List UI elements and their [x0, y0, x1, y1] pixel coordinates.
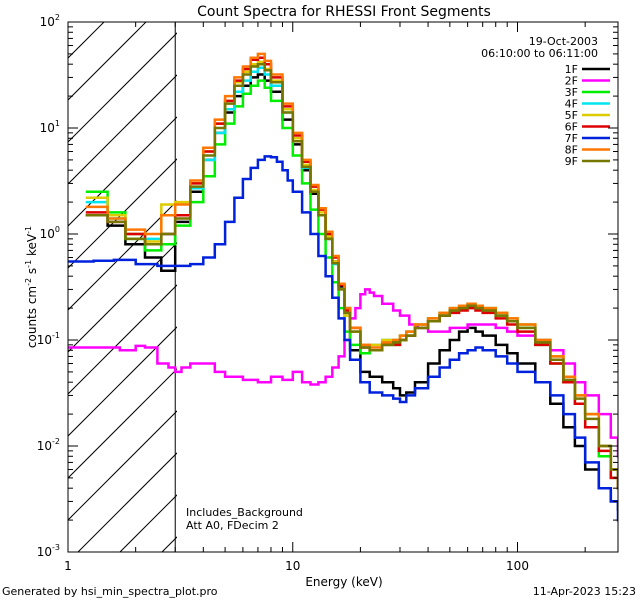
hatch-line	[119, 494, 177, 552]
legend-label-4F: 4F	[565, 98, 578, 111]
series-layer	[68, 52, 618, 522]
plot-frame	[67, 21, 619, 553]
series-line-2F	[68, 288, 618, 458]
hatch-line	[68, 410, 177, 521]
x-axis-label: Energy (keV)	[305, 575, 382, 589]
hatch-line	[68, 22, 105, 59]
x-tick-label: 100	[506, 559, 529, 573]
y-tick-exponent: 0	[55, 225, 60, 234]
y-tick-label: 10-2	[37, 437, 60, 453]
y-label-exp-3: -1	[24, 226, 33, 234]
hatch-line	[68, 284, 177, 395]
hatch-line	[0, 22, 20, 552]
y-label-part-3: keV	[25, 233, 39, 260]
legend-label-7F: 7F	[565, 132, 578, 145]
hatch-line	[414, 22, 640, 552]
hatch-line	[68, 242, 177, 353]
y-tick-exponent: 1	[55, 119, 60, 128]
y-tick-label: 101	[40, 119, 60, 135]
y-tick-base: 10	[37, 333, 52, 347]
hatch-line	[68, 368, 177, 479]
hatch-line	[68, 74, 177, 185]
legend-label-3F: 3F	[565, 86, 578, 99]
series-line-9F	[85, 62, 618, 490]
y-tick-label: 102	[40, 13, 60, 29]
y-tick-base: 10	[40, 15, 55, 29]
hatch-line	[330, 22, 640, 552]
legend-label-5F: 5F	[565, 109, 578, 122]
legend-label-1F: 1F	[565, 63, 578, 76]
y-tick-label: 100	[40, 225, 60, 241]
y-tick-base: 10	[37, 545, 52, 559]
series-line-7F	[68, 155, 618, 522]
y-tick-label: 10-1	[37, 331, 60, 347]
legend-label-6F: 6F	[565, 121, 578, 134]
annotation-attenuator: Att A0, FDecim 2	[186, 519, 279, 532]
y-label-exp-1: -2	[24, 278, 33, 286]
background-hatch-region	[0, 22, 640, 552]
series-line-3F	[85, 79, 618, 490]
y-tick-label: 10-3	[37, 543, 60, 559]
y-label-exp-2: -1	[24, 260, 33, 268]
hatch-line	[68, 200, 177, 311]
x-tick-label: 1	[64, 559, 72, 573]
hatch-line	[540, 22, 640, 552]
y-tick-exponent: -2	[52, 437, 60, 446]
y-tick-base: 10	[40, 227, 55, 241]
series-line-4F	[85, 66, 618, 490]
x-axis-ticks: 1 10 100	[64, 22, 586, 573]
legend-label-2F: 2F	[565, 75, 578, 88]
y-axis-label: counts cm-2 s-1 keV-1	[24, 226, 39, 348]
chart-title: Count Spectra for RHESSI Front Segments	[197, 4, 491, 20]
hatch-line	[68, 326, 177, 437]
y-tick-exponent: -3	[52, 543, 60, 552]
y-tick-exponent: 2	[55, 13, 60, 22]
time-range-label: 06:10:00 to 06:11:00	[481, 47, 598, 60]
date-label: 19-Oct-2003	[529, 35, 598, 48]
hatch-line	[77, 452, 177, 552]
series-line-6F	[85, 56, 618, 490]
x-tick-label: 10	[285, 559, 300, 573]
hatch-line	[456, 22, 640, 552]
series-line-1F	[85, 73, 618, 512]
y-tick-exponent: -1	[52, 331, 60, 340]
y-label-part-1: counts cm	[25, 286, 39, 348]
legend-label-9F: 9F	[565, 155, 578, 168]
legend-label-8F: 8F	[565, 144, 578, 157]
y-tick-base: 10	[40, 121, 55, 135]
annotation-background: Includes_Background	[186, 506, 303, 519]
series-line-5F	[85, 60, 618, 490]
y-tick-base: 10	[37, 439, 52, 453]
hatch-line	[68, 32, 177, 143]
series-line-8F	[85, 52, 618, 490]
y-label-part-2: s	[25, 268, 39, 278]
footer-timestamp: 11-Apr-2023 15:23	[533, 585, 636, 598]
footer-generated-by: Generated by hsi_min_spectra_plot.pro	[2, 585, 218, 598]
hatch-line	[246, 22, 640, 552]
